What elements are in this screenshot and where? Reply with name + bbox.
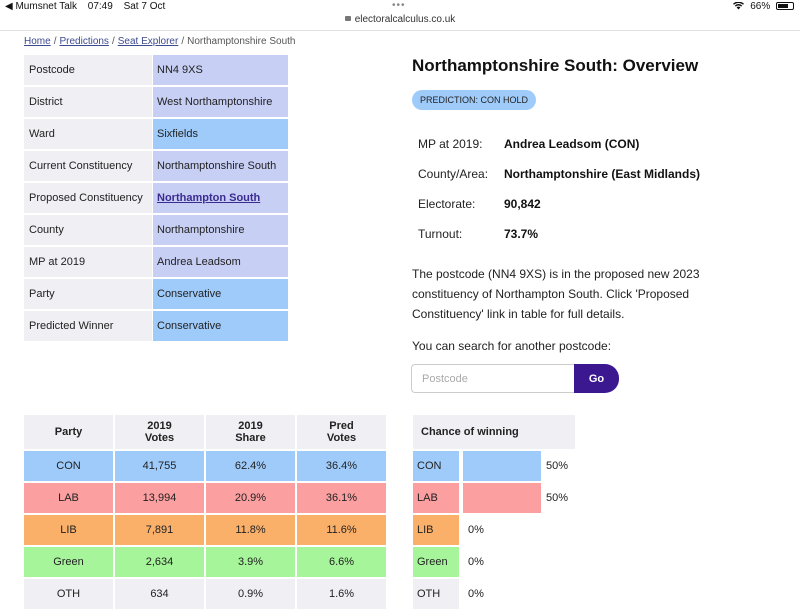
- proposed-constituency-link[interactable]: Northampton South: [153, 183, 288, 213]
- postcode-search-input[interactable]: [411, 364, 574, 393]
- fact-row: County/Area: Northamptonshire (East Midla…: [418, 167, 701, 181]
- back-to-app-link[interactable]: ◀ Mumsnet Talk: [5, 1, 77, 12]
- chance-percent: 0%: [468, 524, 484, 536]
- header-2019-share: 2019 Share: [206, 415, 295, 449]
- table-row: LIB 7,891 11.8% 11.6%: [24, 515, 388, 545]
- status-time: 07:49: [87, 1, 113, 12]
- chance-row: CON 50%: [413, 451, 575, 481]
- breadcrumb-seat-explorer[interactable]: Seat Explorer: [117, 36, 179, 47]
- header-pred-votes: Pred Votes: [297, 415, 386, 449]
- cell-votes: 7,891: [115, 515, 204, 545]
- cell-pred: 6.6%: [297, 547, 386, 577]
- cell-votes: 2,634: [115, 547, 204, 577]
- lock-icon: [344, 16, 351, 21]
- chance-bar-wrap: 50%: [463, 451, 568, 481]
- chance-bar-wrap: 50%: [463, 483, 568, 513]
- browser-divider: [0, 30, 800, 31]
- chance-percent: 50%: [546, 460, 569, 472]
- chance-bar: [463, 451, 541, 481]
- status-date: Sat 7 Oct: [123, 1, 166, 12]
- chance-party: LIB: [413, 515, 459, 545]
- postcode-info-table: Postcode NN4 9XS District West Northampton…: [24, 55, 288, 343]
- chance-percent: 0%: [468, 588, 484, 600]
- cell-votes: 13,994: [115, 483, 204, 513]
- info-row-predicted-winner: Predicted Winner Conservative: [24, 311, 288, 341]
- info-row-proposed-constituency: Proposed Constituency Northampton South: [24, 183, 288, 213]
- chance-bar-wrap: 0%: [463, 524, 484, 536]
- chance-row: OTH 0%: [413, 579, 575, 609]
- url-bar[interactable]: electoralcalculus.co.uk: [0, 14, 800, 30]
- table-row: Green 2,634 3.9% 6.6%: [24, 547, 388, 577]
- info-row-county: County Northamptonshire: [24, 215, 288, 245]
- seat-facts: MP at 2019: Andrea Leadsom (CON) County/A…: [418, 137, 700, 257]
- chance-row: LIB 0%: [413, 515, 575, 545]
- cell-party: CON: [24, 451, 113, 481]
- table-row: CON 41,755 62.4% 36.4%: [24, 451, 388, 481]
- cell-party: LAB: [24, 483, 113, 513]
- status-bar: ◀ Mumsnet Talk 07:49 Sat 7 Oct ••• 66%: [0, 0, 800, 14]
- chance-row: Green 0%: [413, 547, 575, 577]
- votes-table-header: Party 2019 Votes 2019 Share Pred Votes: [24, 415, 388, 449]
- cell-votes: 634: [115, 579, 204, 609]
- table-row: LAB 13,994 20.9% 36.1%: [24, 483, 388, 513]
- url-text: electoralcalculus.co.uk: [354, 14, 456, 25]
- breadcrumb-home[interactable]: Home: [24, 36, 51, 47]
- cell-party: OTH: [24, 579, 113, 609]
- chance-bar: [463, 483, 541, 513]
- chance-percent: 50%: [546, 492, 569, 504]
- battery-icon: [776, 2, 794, 10]
- header-2019-votes: 2019 Votes: [115, 415, 204, 449]
- battery-percent: 66%: [750, 1, 771, 12]
- breadcrumb-predictions[interactable]: Predictions: [59, 36, 109, 47]
- chance-row: LAB 50%: [413, 483, 575, 513]
- cell-pred: 36.1%: [297, 483, 386, 513]
- search-label: You can search for another postcode:: [412, 339, 612, 353]
- cell-pred: 36.4%: [297, 451, 386, 481]
- cell-share: 3.9%: [206, 547, 295, 577]
- chance-party: Green: [413, 547, 459, 577]
- more-dots-icon[interactable]: •••: [392, 0, 406, 11]
- info-row-mp: MP at 2019 Andrea Leadsom: [24, 247, 288, 277]
- info-row-district: District West Northamptonshire: [24, 87, 288, 117]
- go-button[interactable]: Go: [574, 364, 619, 393]
- breadcrumb: Home / Predictions / Seat Explorer / Northampt…: [24, 36, 296, 47]
- cell-pred: 1.6%: [297, 579, 386, 609]
- cell-pred: 11.6%: [297, 515, 386, 545]
- cell-share: 62.4%: [206, 451, 295, 481]
- breadcrumb-current: Northamptonshire South: [187, 36, 296, 47]
- info-row-postcode: Postcode NN4 9XS: [24, 55, 288, 85]
- table-row: OTH 634 0.9% 1.6%: [24, 579, 388, 609]
- cell-share: 11.8%: [206, 515, 295, 545]
- chance-party: OTH: [413, 579, 459, 609]
- chance-party: LAB: [413, 483, 459, 513]
- cell-share: 20.9%: [206, 483, 295, 513]
- chance-of-winning-table: Chance of winning CON 50% LAB 50% LIB 0% Green…: [413, 415, 575, 611]
- chance-percent: 0%: [468, 556, 484, 568]
- wifi-icon: [733, 1, 745, 10]
- info-row-ward: Ward Sixfields: [24, 119, 288, 149]
- votes-table: Party 2019 Votes 2019 Share Pred Votes C…: [24, 415, 388, 611]
- cell-party: LIB: [24, 515, 113, 545]
- fact-row: Turnout: 73.7%: [418, 227, 539, 241]
- constituency-description: The postcode (NN4 9XS) is in the propose…: [412, 267, 700, 321]
- cell-share: 0.9%: [206, 579, 295, 609]
- page-title: Northamptonshire South: Overview: [412, 56, 699, 75]
- chance-bar-wrap: 0%: [463, 556, 484, 568]
- chance-party: CON: [413, 451, 459, 481]
- info-row-current-constituency: Current Constituency Northamptonshire Sou…: [24, 151, 288, 181]
- fact-row: MP at 2019: Andrea Leadsom (CON): [418, 137, 640, 151]
- chance-bar-wrap: 0%: [463, 588, 484, 600]
- prediction-badge: PREDICTION: CON HOLD: [412, 90, 537, 110]
- cell-votes: 41,755: [115, 451, 204, 481]
- header-party: Party: [24, 415, 113, 449]
- info-row-party: Party Conservative: [24, 279, 288, 309]
- cell-party: Green: [24, 547, 113, 577]
- fact-row: Electorate: 90,842: [418, 197, 541, 211]
- chance-header: Chance of winning: [413, 415, 575, 449]
